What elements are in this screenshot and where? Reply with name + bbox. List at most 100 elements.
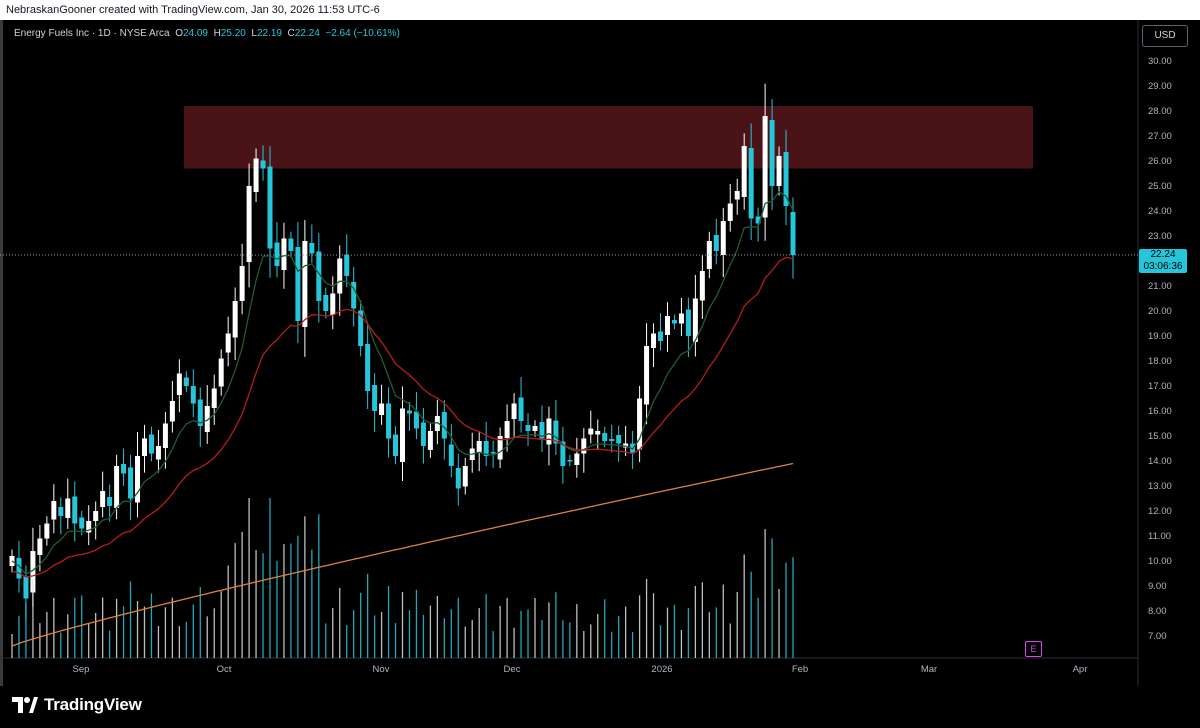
candle-body	[574, 453, 580, 465]
candle-body	[218, 358, 224, 387]
candle-body	[93, 511, 99, 521]
low-label: L	[251, 28, 257, 39]
candle-body	[162, 423, 168, 448]
candle-body	[567, 460, 573, 462]
candle-body	[344, 254, 350, 276]
y-tick-label: 30.00	[1148, 56, 1172, 67]
close-label: C	[287, 28, 295, 39]
high-label: H	[213, 28, 221, 39]
candle-body	[581, 438, 587, 454]
candle-body	[713, 235, 719, 251]
candle-body	[58, 507, 64, 516]
y-tick-label: 7.00	[1148, 631, 1167, 642]
y-tick-label: 19.00	[1148, 331, 1172, 342]
candle-body	[532, 426, 538, 431]
candle-body	[72, 496, 78, 524]
candle-body	[288, 238, 294, 251]
candle-body	[204, 406, 210, 432]
candle-body	[664, 316, 670, 335]
y-tick-label: 27.00	[1148, 131, 1172, 142]
candle-body	[699, 271, 705, 301]
x-tick-label: Mar	[921, 664, 937, 675]
candle-body	[386, 403, 392, 439]
y-tick-label: 17.00	[1148, 381, 1172, 392]
candle-body	[37, 538, 43, 555]
candle-body	[448, 444, 454, 466]
candle-body	[588, 428, 594, 435]
resistance-zone	[184, 106, 1033, 169]
candle-body	[692, 298, 698, 342]
x-tick-label: 2026	[651, 664, 672, 675]
candle-body	[379, 403, 385, 415]
y-tick-label: 12.00	[1148, 506, 1172, 517]
candle-body	[337, 258, 343, 294]
y-tick-label: 10.00	[1148, 556, 1172, 567]
x-tick-label: Apr	[1073, 664, 1088, 675]
candle-body	[671, 320, 677, 324]
tradingview-logo[interactable]: TradingView	[12, 694, 142, 716]
change-value: −2.64 (−10.61%)	[325, 28, 400, 39]
candle-body	[274, 242, 280, 266]
ema-short-line	[11, 191, 794, 576]
candle-body	[30, 551, 36, 593]
candle-body	[727, 203, 733, 221]
open-value: 24.09	[182, 28, 208, 39]
ma-long-line	[11, 462, 794, 647]
candle-body	[100, 491, 106, 507]
candle-body	[595, 431, 601, 435]
candle-body	[490, 452, 496, 454]
x-tick-label: Oct	[217, 664, 232, 675]
candle-body	[330, 293, 336, 315]
candle-body	[393, 434, 399, 456]
symbol-legend: Energy Fuels Inc · 1D · NYSE Arca O24.09…	[14, 28, 400, 39]
candle-body	[169, 401, 175, 422]
candle-body	[107, 497, 113, 506]
candle-body	[706, 241, 712, 269]
candle-body	[253, 158, 259, 192]
y-tick-label: 26.00	[1148, 156, 1172, 167]
y-tick-label: 16.00	[1148, 406, 1172, 417]
candle-body	[260, 160, 266, 169]
candle-body	[616, 435, 622, 444]
last-price-tag: 22.24 03:06:36	[1139, 249, 1187, 273]
candle-body	[462, 466, 468, 487]
candle-body	[316, 251, 322, 301]
candle-body	[295, 247, 301, 321]
candle-body	[246, 186, 252, 262]
candle-body	[183, 377, 189, 386]
y-tick-label: 28.00	[1148, 106, 1172, 117]
low-value: 22.19	[256, 28, 282, 39]
earnings-badge[interactable]: E	[1025, 641, 1042, 657]
candle-body	[44, 523, 50, 539]
currency-button[interactable]: USD	[1142, 25, 1188, 47]
candle-body	[232, 301, 238, 338]
candle-body	[176, 373, 182, 395]
candle-body	[525, 425, 531, 431]
candle-body	[16, 558, 22, 579]
candle-body	[685, 309, 691, 336]
symbol-name: Energy Fuels Inc · 1D · NYSE Arca	[14, 28, 170, 39]
candle-body	[239, 266, 245, 301]
candle-body	[197, 399, 203, 426]
candle-body	[539, 422, 545, 439]
candle-body	[309, 243, 315, 254]
candle-body	[23, 576, 29, 599]
candle-body	[678, 313, 684, 324]
candle-body	[135, 456, 141, 503]
footer	[0, 686, 1200, 728]
price-chart[interactable]: 30.00 29.00 28.00 27.00 26.00 25.00 24.00 23.00…	[0, 20, 1200, 686]
candle-body	[406, 410, 412, 414]
candle-body	[365, 344, 371, 391]
open-label: O	[175, 28, 183, 39]
candle-body	[790, 212, 796, 255]
x-tick-label: Dec	[504, 664, 521, 675]
candle-body	[623, 443, 629, 448]
candle-body	[504, 421, 510, 438]
y-tick-label: 23.00	[1148, 231, 1172, 242]
candle-body	[497, 436, 503, 460]
candle-body	[281, 238, 287, 270]
candle-body	[720, 221, 726, 255]
candle-body	[323, 295, 329, 311]
candle-body	[427, 431, 433, 450]
y-tick-label: 25.00	[1148, 181, 1172, 192]
